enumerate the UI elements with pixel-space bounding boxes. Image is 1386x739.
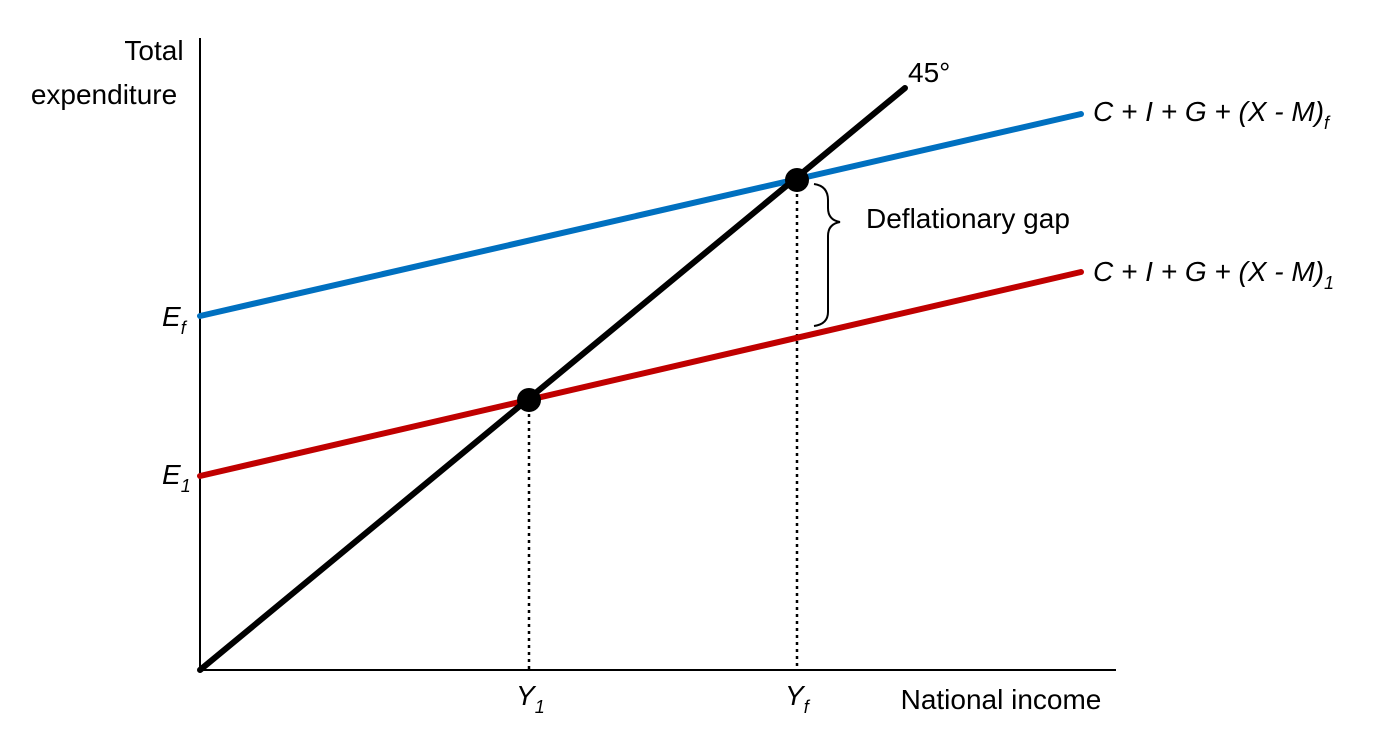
current-curve-subscript: 1 bbox=[1324, 273, 1334, 293]
y1-tick-label: Y1 bbox=[516, 680, 545, 717]
forty-five-degree-label: 45° bbox=[908, 57, 950, 88]
current-curve-label: C + I + G + (X - M)1 bbox=[1093, 256, 1334, 293]
full-employment-curve-subscript: f bbox=[1324, 113, 1331, 133]
full-employment-curve-label: C + I + G + (X - M)f bbox=[1093, 96, 1331, 133]
e1-tick-label: E1 bbox=[162, 459, 191, 496]
y-axis-label-line1: Total bbox=[124, 35, 183, 66]
ef-tick-label: Ef bbox=[162, 301, 188, 338]
current-equilibrium-point bbox=[517, 388, 541, 412]
deflationary-gap-brace bbox=[813, 183, 841, 327]
full-employment-expenditure-line bbox=[197, 111, 1084, 319]
deflationary-gap-label: Deflationary gap bbox=[866, 203, 1070, 234]
yf-tick-label: Yf bbox=[785, 680, 811, 717]
current-expenditure-line bbox=[197, 269, 1084, 479]
y-axis-label-line2: expenditure bbox=[31, 79, 177, 110]
full-employment-equilibrium-point bbox=[785, 168, 809, 192]
x-axis-label: National income bbox=[901, 684, 1102, 715]
